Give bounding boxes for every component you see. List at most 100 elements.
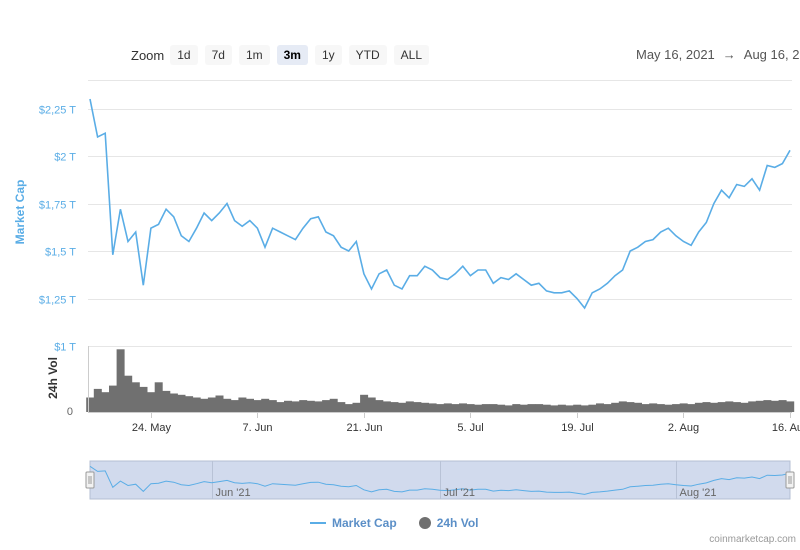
volume-bar xyxy=(322,400,331,412)
volume-bar xyxy=(101,392,110,412)
volume-bar xyxy=(588,404,597,412)
date-from-input[interactable]: May 16, 2021 xyxy=(636,47,715,62)
volume-bar xyxy=(527,404,536,412)
volume-bar xyxy=(626,402,635,412)
volume-bar xyxy=(519,404,528,412)
zoom-ytd-button[interactable]: YTD xyxy=(348,45,387,65)
volume-bar xyxy=(656,404,665,412)
volume-bar xyxy=(474,404,483,412)
volume-bar xyxy=(580,405,589,412)
navigator-line xyxy=(89,465,791,495)
volume-bar xyxy=(405,401,414,412)
zoom-1d-button[interactable]: 1d xyxy=(170,45,198,65)
volume-bar xyxy=(124,375,133,412)
volume-bar xyxy=(162,390,171,412)
y-axis-label: Market Cap xyxy=(13,180,27,245)
zoom-3m-button[interactable]: 3m xyxy=(276,45,308,65)
volume-bar xyxy=(748,401,757,412)
x-tick-label: 19. Jul xyxy=(561,422,593,434)
zoom-1y-button[interactable]: 1y xyxy=(314,45,342,65)
volume-bar xyxy=(169,393,178,412)
zoom-1m-button[interactable]: 1m xyxy=(238,45,270,65)
volume-bar xyxy=(390,402,399,412)
date-range: May 16, 2021 → Aug 16, 2 xyxy=(636,47,799,62)
volume-bar xyxy=(443,403,452,412)
navigator-right-handle[interactable] xyxy=(785,471,795,489)
volume-bar xyxy=(717,402,726,412)
x-tick-label: 5. Jul xyxy=(457,422,483,434)
credit-link[interactable]: coinmarketcap.com xyxy=(709,534,796,545)
volume-bar xyxy=(367,397,376,412)
volume-bar xyxy=(618,401,627,412)
navigator-labels: Jun '21 Jul '21 Aug '21 xyxy=(216,487,717,499)
volume-bar xyxy=(489,404,498,412)
volume-bar xyxy=(238,397,247,412)
volume-bar xyxy=(360,394,369,412)
zoom-selector: Zoom 1d 7d 1m 3m 1y YTD ALL xyxy=(131,44,436,66)
volume-bar xyxy=(428,403,437,412)
volume-bar xyxy=(131,382,140,412)
volume-bar xyxy=(154,382,163,412)
volume-bar xyxy=(291,401,300,412)
navigator-grid xyxy=(212,461,677,499)
legend-volume-label: 24h Vol xyxy=(436,516,479,530)
volume-bar xyxy=(215,395,224,412)
volume-bar xyxy=(596,403,604,412)
zoom-all-button[interactable]: ALL xyxy=(393,45,430,65)
navigator-left-handle[interactable] xyxy=(85,471,95,489)
volume-bar xyxy=(413,402,422,412)
volume-bar xyxy=(329,398,338,412)
volume-bar xyxy=(93,388,102,412)
volume-bar xyxy=(451,404,460,412)
volume-bar xyxy=(398,402,407,412)
volume-bar xyxy=(375,400,384,412)
line-swatch-icon xyxy=(310,522,326,524)
volume-bar xyxy=(306,400,315,412)
volume-bar xyxy=(687,404,696,412)
market-cap-line xyxy=(89,98,791,310)
volume-bar xyxy=(672,404,681,412)
legend-market-cap[interactable]: Market Cap xyxy=(310,516,397,530)
volume-bar xyxy=(109,385,117,412)
volume-bar xyxy=(710,402,719,412)
y-tick-label: $1 T xyxy=(54,342,76,354)
volume-bar xyxy=(337,402,346,412)
volume-bar xyxy=(230,400,239,412)
legend-volume[interactable]: 24h Vol xyxy=(418,516,479,530)
volume-bar xyxy=(634,402,642,412)
y-tick-label: $1,5 T xyxy=(45,247,76,259)
volume-bar xyxy=(771,400,779,412)
volume-bar xyxy=(664,404,673,412)
date-to-input[interactable]: Aug 16, 2 xyxy=(743,47,800,62)
volume-bar xyxy=(649,403,658,412)
y-tick-label: $1,25 T xyxy=(39,295,76,307)
volume-bar xyxy=(207,397,216,412)
volume-bar xyxy=(679,403,688,412)
volume-bar xyxy=(702,402,711,412)
y-axis-ticks: $1 T $1,25 T $1,5 T $1,75 T $2 T $2,25 T xyxy=(39,105,76,354)
navigator[interactable]: Jun '21 Jul '21 Aug '21 xyxy=(85,460,795,500)
volume-bar xyxy=(139,386,148,412)
x-tick-label: 2. Aug xyxy=(668,422,699,434)
navigator-label: Aug '21 xyxy=(680,487,717,499)
circle-swatch-icon xyxy=(418,517,431,529)
x-tick-label: 21. Jun xyxy=(346,422,382,434)
volume-bar xyxy=(261,398,270,412)
volume-bars xyxy=(86,349,795,412)
volume-bar xyxy=(421,402,429,412)
x-tick-label: 16. Aug xyxy=(772,422,800,434)
vol-axis-zero-label: 0 xyxy=(67,406,73,418)
navigator-label: Jun '21 xyxy=(216,487,251,499)
volume-bar xyxy=(725,401,734,412)
y-tick-label: $1,75 T xyxy=(39,200,76,212)
volume-bar xyxy=(436,404,445,412)
volume-bar xyxy=(466,404,475,412)
volume-bar xyxy=(284,400,292,412)
zoom-7d-button[interactable]: 7d xyxy=(204,45,232,65)
volume-bar xyxy=(763,400,772,412)
volume-bar xyxy=(786,401,795,412)
navigator-label: Jul '21 xyxy=(444,487,475,499)
zoom-label: Zoom xyxy=(131,47,165,63)
volume-bar xyxy=(185,396,194,412)
